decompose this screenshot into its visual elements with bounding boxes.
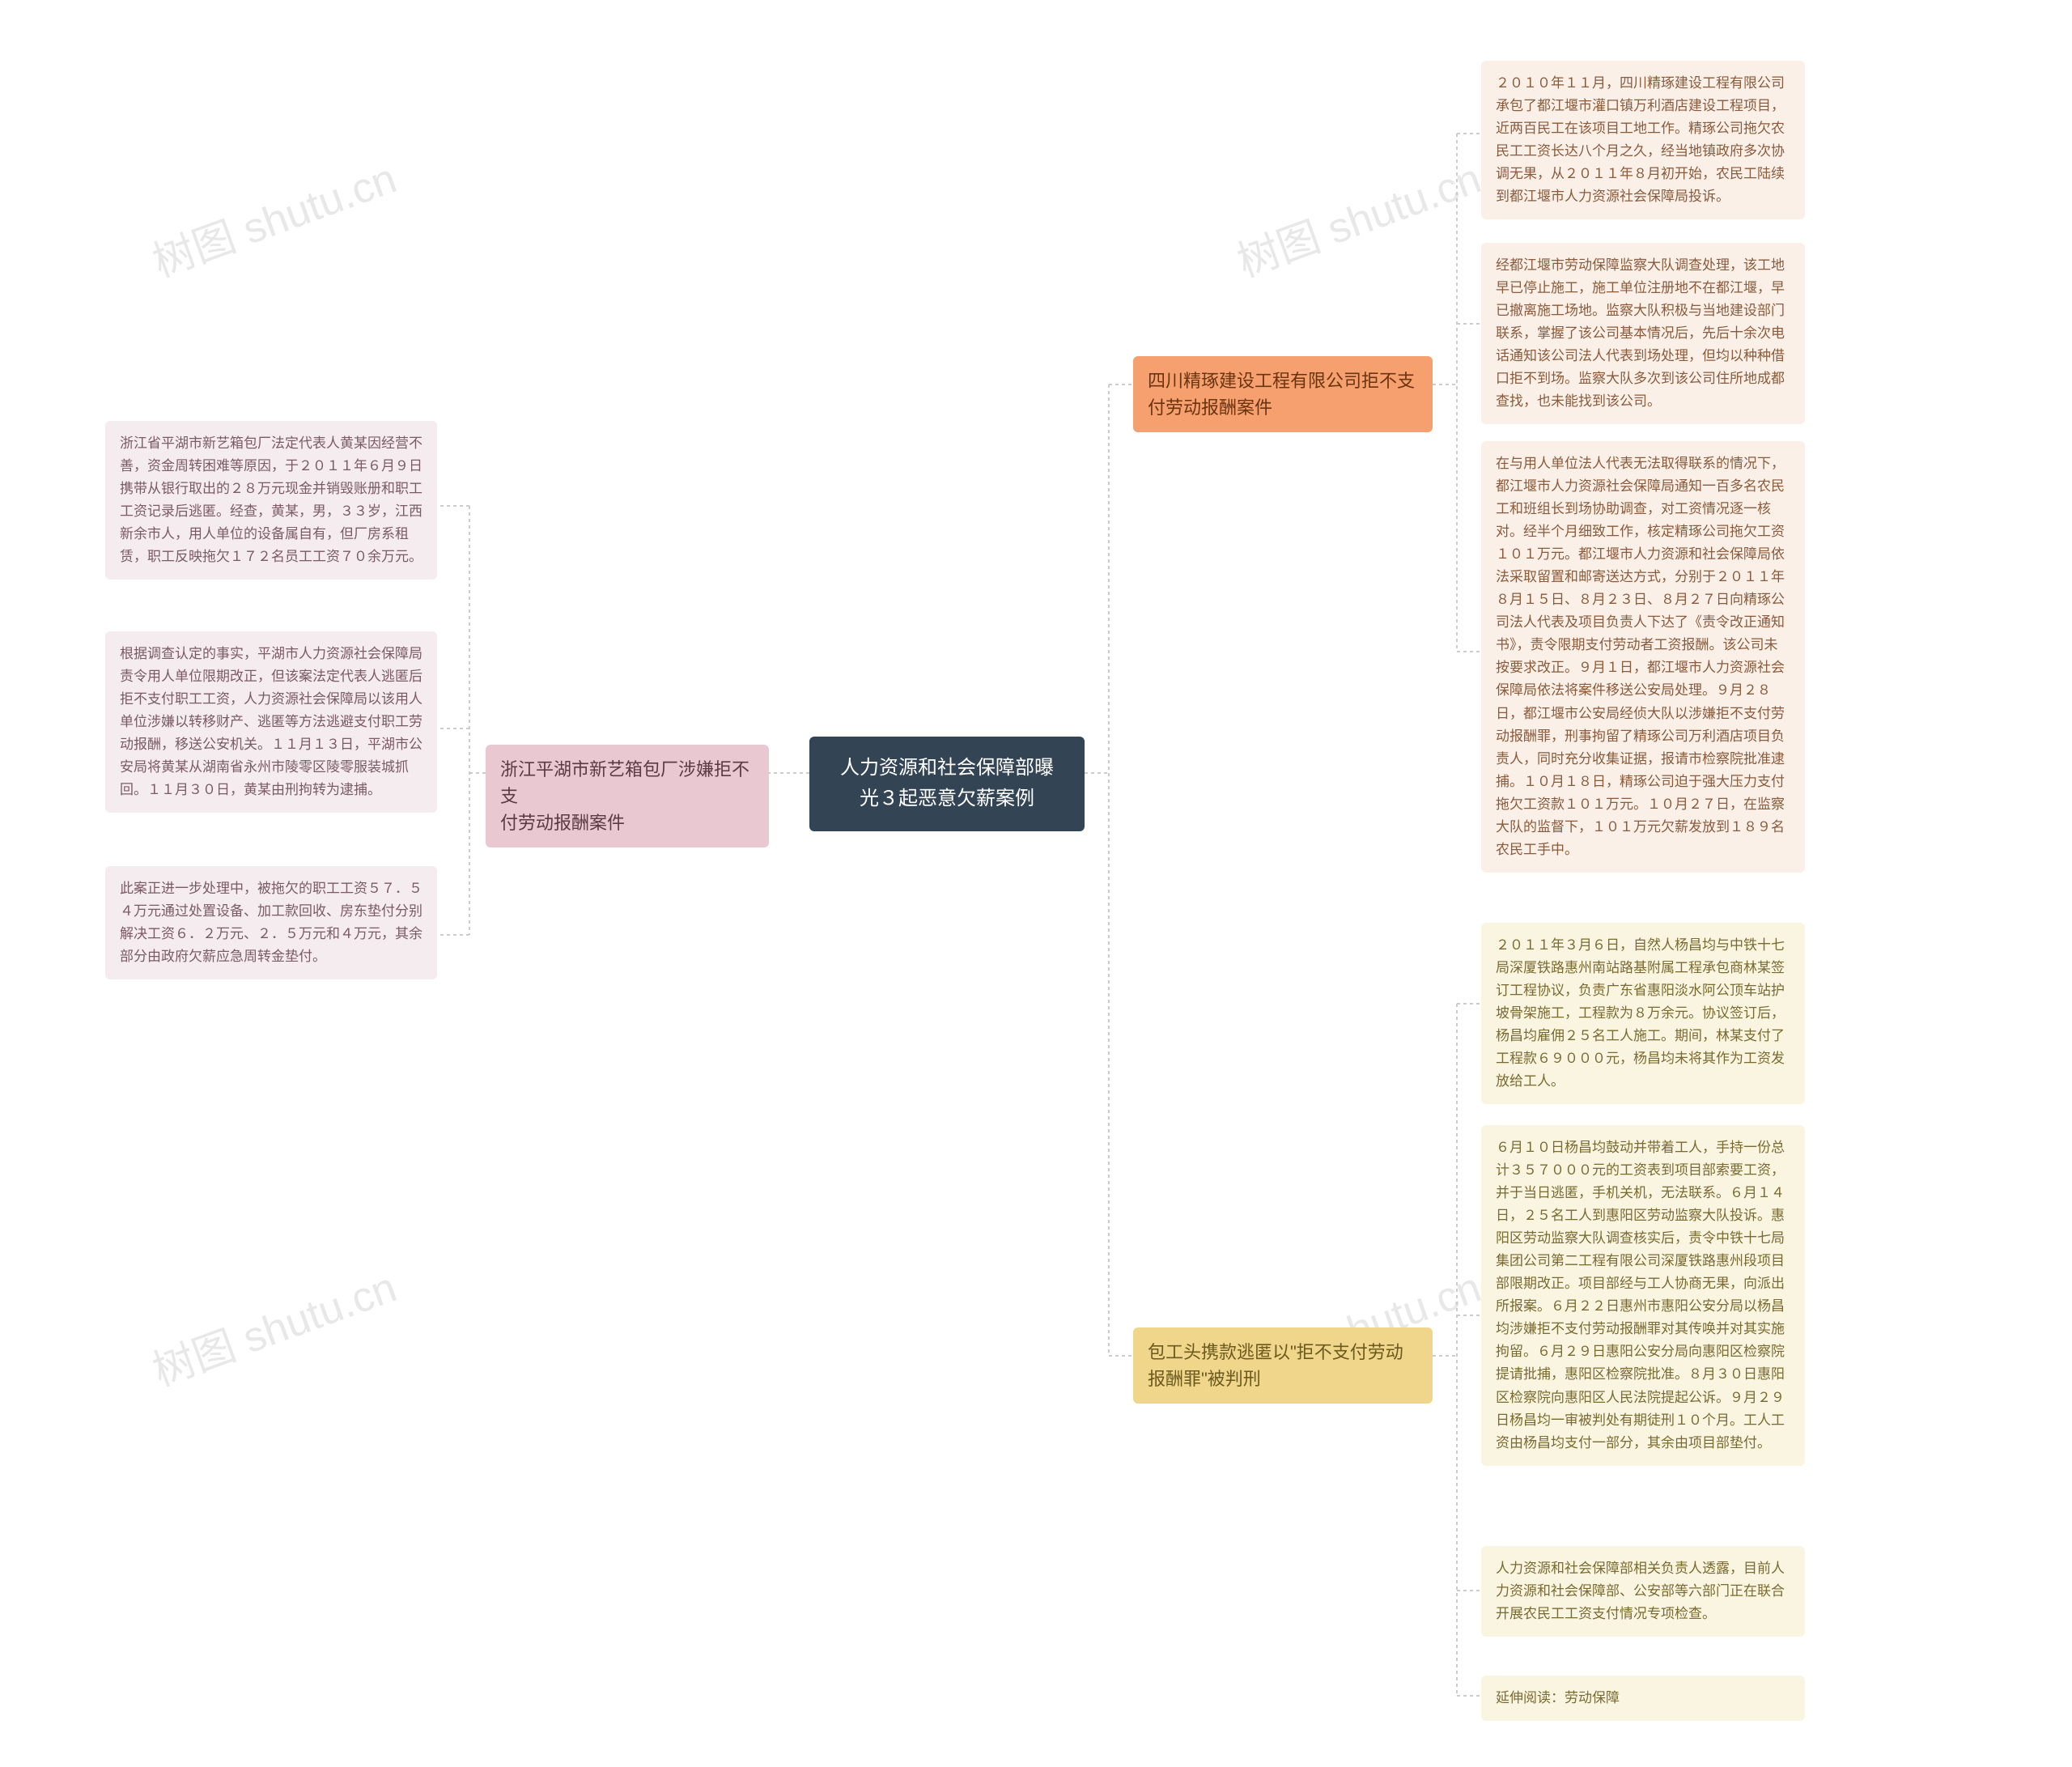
leaf-zhejiang-2: 根据调查认定的事实，平湖市人力资源社会保障局责令用人单位限期改正，但该案法定代表… — [105, 631, 437, 813]
leaf-sichuan-1: ２０１０年１１月，四川精琢建设工程有限公司承包了都江堰市灌口镇万利酒店建设工程项… — [1481, 61, 1805, 219]
watermark: 树图 shutu.cn — [1228, 144, 1488, 288]
watermark: 树图 shutu.cn — [143, 144, 404, 288]
watermark: 树图 shutu.cn — [143, 1253, 404, 1397]
leaf-contractor-2: ６月１０日杨昌均鼓动并带着工人，手持一份总计３５７０００元的工资表到项目部索要工… — [1481, 1125, 1805, 1466]
leaf-contractor-4: 延伸阅读：劳动保障 — [1481, 1676, 1805, 1721]
branch-zhejiang[interactable]: 浙江平湖市新艺箱包厂涉嫌拒不支付劳动报酬案件 — [486, 745, 769, 847]
leaf-sichuan-2: 经都江堰市劳动保障监察大队调查处理，该工地早已停止施工，施工单位注册地不在都江堰… — [1481, 243, 1805, 424]
branch-contractor[interactable]: 包工头携款逃匿以"拒不支付劳动报酬罪"被判刑 — [1133, 1327, 1433, 1404]
leaf-zhejiang-1: 浙江省平湖市新艺箱包厂法定代表人黄某因经营不善，资金周转困难等原因，于２０１１年… — [105, 421, 437, 580]
root-node[interactable]: 人力资源和社会保障部曝光３起恶意欠薪案例 — [809, 737, 1085, 831]
branch-sichuan[interactable]: 四川精琢建设工程有限公司拒不支付劳动报酬案件 — [1133, 356, 1433, 432]
leaf-contractor-3: 人力资源和社会保障部相关负责人透露，目前人力资源和社会保障部、公安部等六部门正在… — [1481, 1546, 1805, 1637]
leaf-zhejiang-3: 此案正进一步处理中，被拖欠的职工工资５７．５４万元通过处置设备、加工款回收、房东… — [105, 866, 437, 979]
leaf-contractor-1: ２０１１年３月６日，自然人杨昌均与中铁十七局深厦铁路惠州南站路基附属工程承包商林… — [1481, 923, 1805, 1104]
leaf-sichuan-3: 在与用人单位法人代表无法取得联系的情况下，都江堰市人力资源社会保障局通知一百多名… — [1481, 441, 1805, 873]
